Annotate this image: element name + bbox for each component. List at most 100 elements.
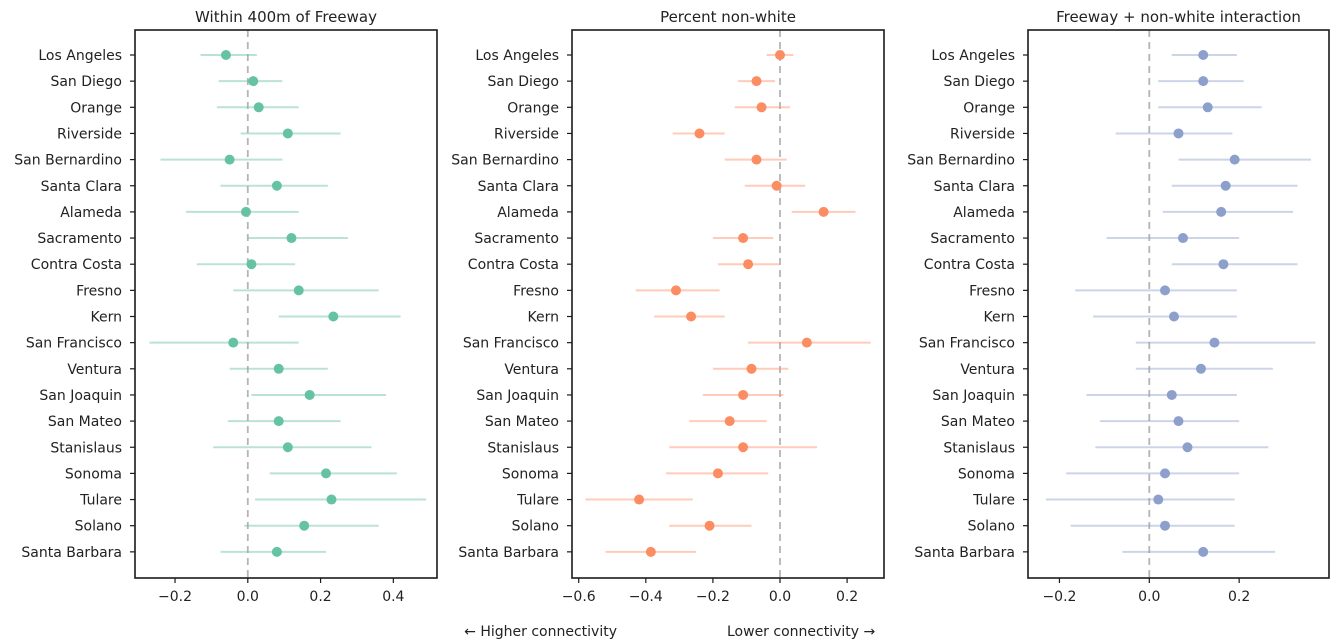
panel-title: Freeway + non-white interaction — [1056, 8, 1301, 26]
county-label: San Francisco — [919, 336, 1015, 352]
county-label: Tulare — [516, 493, 559, 509]
county-label: Riverside — [494, 126, 559, 142]
county-label: Orange — [70, 100, 122, 116]
county-label: San Francisco — [26, 336, 122, 352]
county-label: Stanislaus — [50, 440, 122, 456]
panel-1: Within 400m of Freeway Los Angeles San Die… — [14, 8, 438, 605]
county-label: Los Angeles — [475, 48, 559, 64]
estimate-point — [694, 128, 705, 139]
estimate-point — [1166, 389, 1177, 400]
estimate-point — [1229, 154, 1240, 165]
estimate-point — [273, 363, 284, 374]
x-tick-label: 0.2 — [1228, 589, 1250, 605]
estimate-point — [1173, 416, 1184, 427]
county-label: Los Angeles — [38, 48, 122, 64]
county-label: Kern — [984, 310, 1015, 326]
estimate-point — [738, 442, 749, 453]
caption-right: Lower connectivity → — [727, 624, 875, 640]
panel-title: Within 400m of Freeway — [195, 8, 377, 26]
x-tick-label: 0.0 — [1138, 589, 1160, 605]
county-label: Fresno — [969, 283, 1015, 299]
estimate-point — [328, 311, 339, 322]
x-tick-label: 0.0 — [769, 589, 791, 605]
estimate-point — [1198, 546, 1209, 557]
estimate-point — [304, 389, 315, 400]
estimate-point — [724, 416, 735, 427]
county-label: Contra Costa — [31, 257, 122, 273]
estimate-point — [751, 154, 762, 165]
estimate-point — [240, 206, 251, 217]
x-tick-label: −0.6 — [562, 589, 596, 605]
county-label: Orange — [963, 100, 1015, 116]
estimate-point — [253, 102, 264, 113]
estimate-point — [1153, 494, 1164, 505]
county-label: Riverside — [950, 126, 1015, 142]
county-label: San Francisco — [463, 336, 559, 352]
x-tick-label: 0.2 — [309, 589, 331, 605]
county-label: San Diego — [943, 74, 1015, 90]
estimate-point — [246, 259, 257, 270]
estimate-point — [746, 363, 757, 374]
caption-left: ← Higher connectivity — [464, 624, 617, 640]
county-label: Santa Barbara — [21, 545, 122, 561]
estimate-point — [1198, 50, 1209, 60]
panel-3: Freeway + non-white interaction Los Angel… — [907, 8, 1330, 605]
county-label: Ventura — [504, 362, 559, 378]
estimate-point — [704, 520, 715, 531]
county-label: Santa Clara — [478, 179, 559, 195]
county-label: San Mateo — [485, 414, 559, 430]
estimate-point — [1209, 337, 1220, 348]
county-label: Santa Barbara — [458, 545, 559, 561]
county-label: Sacramento — [474, 231, 559, 247]
county-label: Ventura — [67, 362, 122, 378]
county-label: Contra Costa — [468, 257, 559, 273]
estimate-point — [248, 76, 259, 87]
x-tick-label: −0.2 — [1042, 589, 1076, 605]
county-label: San Mateo — [48, 414, 122, 430]
county-label: Solano — [75, 519, 122, 535]
county-label: Stanislaus — [487, 440, 559, 456]
county-label: Fresno — [76, 283, 122, 299]
estimate-point — [743, 259, 754, 270]
estimate-point — [282, 128, 293, 139]
estimate-point — [321, 468, 332, 479]
estimate-point — [299, 520, 310, 531]
county-label: San Bernardino — [14, 153, 122, 169]
x-tick-label: 0.2 — [836, 589, 858, 605]
county-label: Alameda — [953, 205, 1015, 221]
estimate-point — [1195, 363, 1206, 374]
county-label: Kern — [528, 310, 559, 326]
estimate-point — [293, 285, 304, 296]
county-label: Solano — [512, 519, 559, 535]
estimate-point — [1216, 206, 1227, 217]
estimate-point — [738, 389, 749, 400]
county-label: Sonoma — [65, 466, 122, 482]
x-tick-label: −0.4 — [629, 589, 663, 605]
county-label: Solano — [968, 519, 1015, 535]
estimate-point — [1202, 102, 1213, 113]
estimate-point — [671, 285, 681, 296]
estimate-point — [1182, 442, 1193, 453]
county-label: Sacramento — [37, 231, 122, 247]
estimate-point — [1177, 233, 1188, 244]
estimate-point — [1160, 468, 1171, 479]
county-label: San Joaquin — [476, 388, 559, 404]
x-tick-label: −0.2 — [158, 589, 192, 605]
county-label: San Bernardino — [907, 153, 1015, 169]
county-label: San Joaquin — [932, 388, 1015, 404]
estimate-point — [686, 311, 697, 322]
estimate-point — [1198, 76, 1209, 87]
estimate-point — [634, 494, 645, 505]
county-label: San Mateo — [941, 414, 1015, 430]
county-label: Santa Clara — [934, 179, 1015, 195]
estimate-point — [273, 416, 284, 427]
estimate-point — [271, 546, 282, 557]
county-label: Tulare — [972, 493, 1015, 509]
estimate-point — [282, 442, 293, 453]
estimate-point — [1169, 311, 1180, 322]
county-label: Sonoma — [958, 466, 1015, 482]
county-label: Tulare — [79, 493, 122, 509]
estimate-point — [220, 50, 231, 60]
county-label: Contra Costa — [924, 257, 1015, 273]
